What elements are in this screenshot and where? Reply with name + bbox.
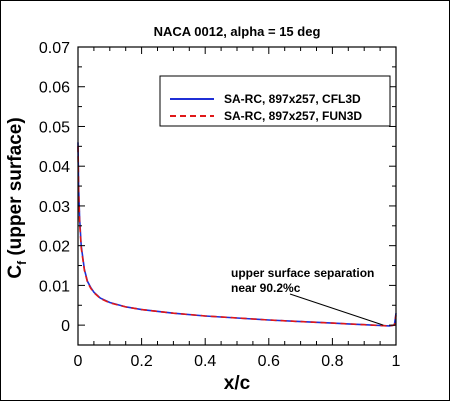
x-tick-label: 1 <box>392 353 401 370</box>
y-tick-label: 0.03 <box>39 199 70 216</box>
annotation-line-1: upper surface separation <box>231 266 374 280</box>
y-tick-label: 0.02 <box>39 239 70 256</box>
legend-label-cfl3d: SA-RC, 897x257, CFL3D <box>224 92 361 106</box>
legend-label-fun3d: SA-RC, 897x257, FUN3D <box>224 109 362 123</box>
y-axis-title-main: C <box>5 265 26 279</box>
y-tick-label: 0.01 <box>39 278 70 295</box>
y-tick-label: 0 <box>61 318 70 335</box>
ticks: 0 0.2 0.4 0.6 0.8 1 0 0.01 0.02 0.03 0.04 0.05 0.06 0… <box>39 40 401 370</box>
y-tick-label: 0.04 <box>39 159 70 176</box>
x-tick-label: 0.8 <box>321 353 343 370</box>
legend: SA-RC, 897x257, CFL3D SA-RC, 897x257, FU… <box>159 75 391 127</box>
chart-title: NACA 0012, alpha = 15 deg <box>154 24 321 39</box>
y-axis-title: Cf (upper surface) <box>5 117 29 278</box>
y-axis-title-sub: f <box>15 260 29 265</box>
x-tick-label: 0.4 <box>194 353 216 370</box>
x-tick-label: 0.6 <box>258 353 280 370</box>
y-tick-label: 0.07 <box>39 40 70 57</box>
series-line-0 <box>77 142 397 327</box>
series-layer <box>77 142 397 327</box>
x-tick-label: 0 <box>74 353 83 370</box>
x-tick-label: 0.2 <box>130 353 152 370</box>
annotation-line-2: near 90.2%c <box>231 281 301 295</box>
annotation-leader <box>289 293 384 326</box>
y-tick-label: 0.06 <box>39 80 70 97</box>
y-tick-label: 0.05 <box>39 119 70 136</box>
x-axis-title: x/c <box>224 373 251 394</box>
plot-area: 0 0.2 0.4 0.6 0.8 1 0 0.01 0.02 0.03 0.04 0.05 0.06 0… <box>39 40 401 370</box>
series-line-1 <box>77 146 397 327</box>
legend-box <box>159 75 391 127</box>
y-axis-title-rest: (upper surface) <box>5 117 26 261</box>
